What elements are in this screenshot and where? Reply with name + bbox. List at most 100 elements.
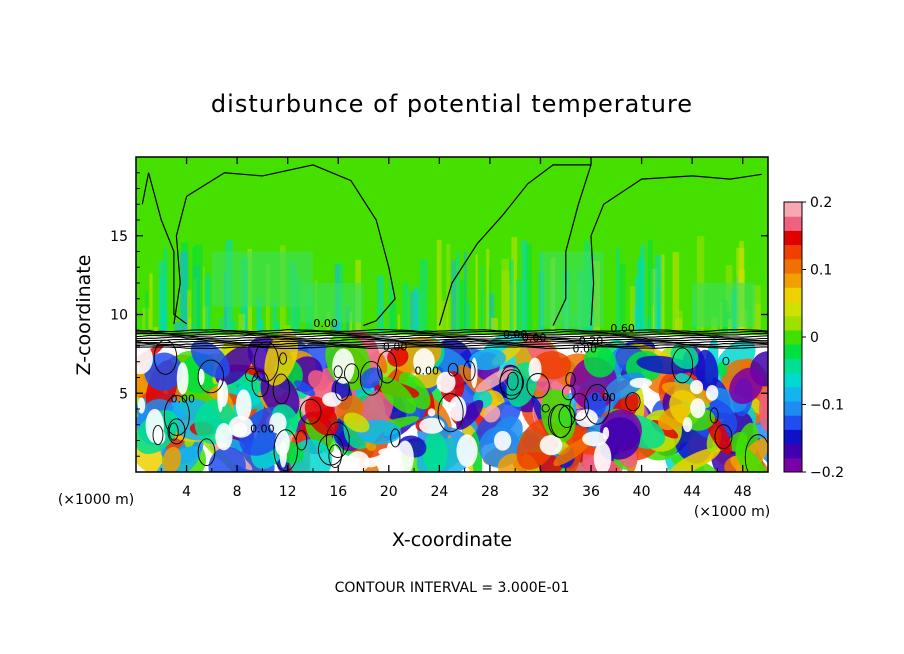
shading-cell [660, 254, 665, 332]
contour-line [163, 394, 190, 436]
contour-label: 0.00 [414, 364, 439, 377]
shading-cell [346, 451, 370, 472]
shading-cell [153, 327, 159, 332]
shading-cell [481, 267, 484, 332]
shading-cell [379, 376, 417, 414]
shading-cell [300, 283, 364, 323]
x-tick-label: 36 [582, 484, 600, 500]
contour-label: 0.00 [250, 423, 275, 436]
shading-cell [145, 291, 149, 332]
contour-label: 0.00 [503, 328, 528, 341]
x-tick-label: 4 [182, 484, 191, 500]
shading-cell [343, 412, 370, 433]
shading-cell [256, 297, 262, 332]
x-axis-label: X-coordinate [392, 529, 512, 551]
shading-cell [619, 263, 626, 332]
shading-cell [475, 254, 478, 332]
contour-line [136, 330, 768, 335]
shading-cell [332, 348, 355, 384]
shading-cell [387, 346, 409, 367]
shading-cell [228, 415, 254, 438]
colorbar-swatch [784, 329, 802, 345]
colorbar-swatch [784, 443, 802, 459]
contour-line [173, 164, 396, 327]
shading-cell [668, 447, 721, 472]
shading-cell [402, 283, 410, 332]
shading-cell [179, 251, 189, 332]
shading-cell [690, 398, 706, 419]
x-tick-label: 40 [633, 484, 651, 500]
shading-cell [231, 321, 237, 332]
shading-cell [532, 351, 572, 380]
shading-cell [706, 415, 732, 455]
shading-cell [583, 345, 616, 378]
shading-cell [456, 399, 484, 430]
shading-cell [187, 289, 192, 332]
contour-line [167, 418, 186, 445]
colorbar-swatch [784, 457, 802, 473]
shading-cell [451, 260, 457, 332]
contour-line [569, 393, 589, 421]
shading-cell [397, 314, 400, 332]
contour-line [136, 345, 768, 350]
shading-cell [616, 247, 621, 332]
shading-cell [378, 447, 400, 457]
shading-cell [466, 301, 471, 332]
contour-label: 0.00 [171, 393, 196, 406]
shading-cell [390, 302, 397, 332]
x-tick-label: 16 [329, 484, 347, 500]
colorbar-swatch [784, 230, 802, 246]
contour-label: 0.00 [522, 331, 547, 344]
colorbar-swatch [784, 429, 802, 445]
shading-cell [436, 239, 442, 332]
shading-cell [331, 321, 335, 332]
contour-interval-note: CONTOUR INTERVAL = 3.000E-01 [335, 580, 570, 596]
shading-cell [308, 370, 329, 391]
contour-line [463, 360, 476, 382]
contour-line [390, 428, 401, 448]
shading-cell [602, 426, 610, 440]
shading-cell [638, 255, 643, 332]
z-unit-label: (×1000 m) [58, 492, 134, 508]
shading-cell [217, 379, 224, 413]
x-axis: 4 8 12 16 20 24 28 32 36 40 44 48 [160, 157, 752, 500]
x-tick-label: 44 [683, 484, 701, 500]
x-tick-label: 20 [380, 484, 398, 500]
contour-line [671, 347, 694, 384]
shading-cell [163, 247, 168, 332]
colorbar-tick-label: −0.2 [810, 465, 844, 481]
shading-cell [717, 361, 728, 377]
shading-cell [149, 273, 153, 332]
contour-line [136, 332, 768, 336]
contour-line [272, 373, 290, 405]
shading-cell [525, 243, 532, 332]
shading-cell [655, 255, 662, 332]
contour-line [136, 338, 768, 342]
shading-cell [575, 409, 598, 428]
x-tick-label: 32 [532, 484, 550, 500]
contour-line [136, 344, 768, 348]
shading-cell [194, 244, 203, 332]
shading-cell [729, 367, 764, 405]
x-tick-label: 28 [481, 484, 499, 500]
shading-cell [269, 412, 287, 434]
contour-line [141, 172, 187, 325]
colorbar: 0.2 0.1 0 −0.1 −0.2 [783, 195, 844, 481]
shading-cell [190, 340, 230, 379]
contour-line [253, 341, 279, 382]
contour-line [541, 404, 550, 413]
contour-line [197, 438, 216, 466]
x-tick-label: 12 [279, 484, 297, 500]
contour-label-group: 0.000.000.000.000.000.000.000.000.000.60… [171, 317, 635, 436]
shading-cell [516, 279, 522, 332]
contour-line [251, 370, 270, 398]
colorbar-swatch [784, 216, 802, 231]
y-tick-label: 15 [110, 229, 128, 245]
colorbar-swatch [784, 258, 802, 274]
shading-cell [751, 416, 768, 467]
contour-line [584, 383, 611, 425]
shading-cell [501, 270, 510, 332]
contour-label: 0.00 [591, 391, 616, 404]
contour-line [168, 422, 179, 441]
contour-line [152, 424, 164, 446]
